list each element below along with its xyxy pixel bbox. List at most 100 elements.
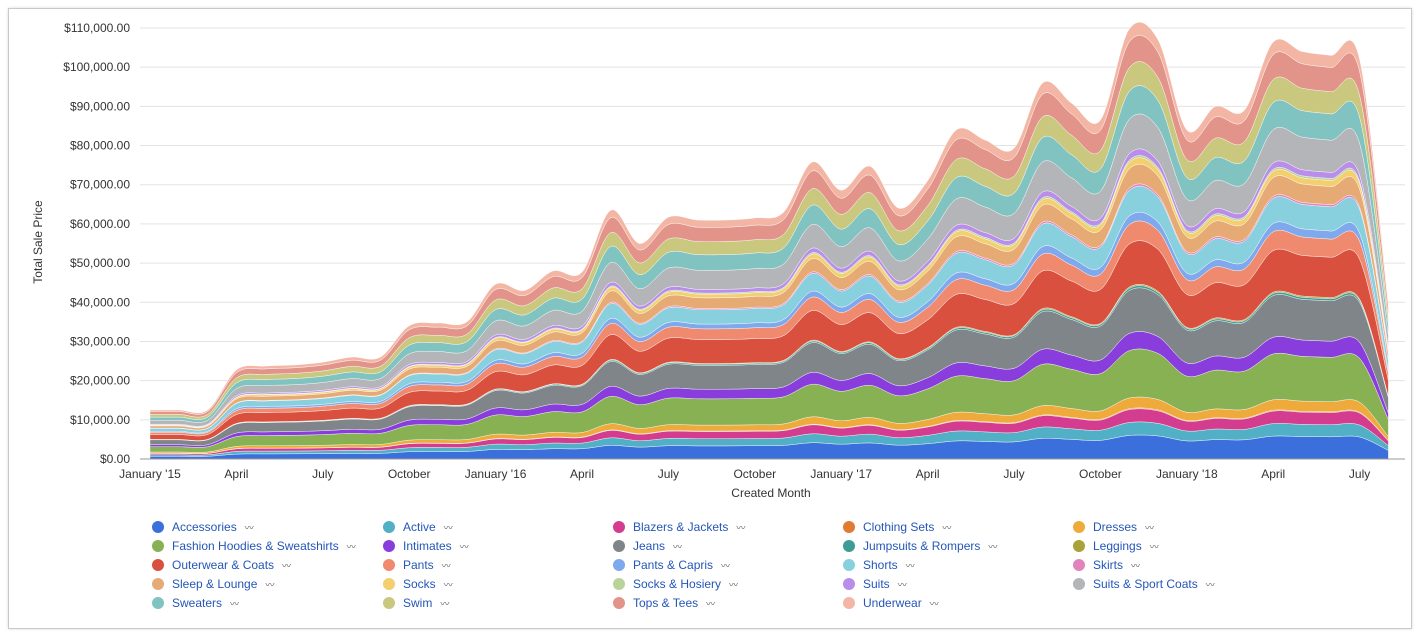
legend-item[interactable]: Swim 〰 [383,596,449,610]
x-tick-label: April [224,467,248,481]
y-tick-label: $70,000.00 [70,178,130,192]
legend-label: Leggings [1093,539,1142,553]
legend-item[interactable]: Pants 〰 [383,558,451,572]
legend-item[interactable]: Suits 〰 [843,577,907,591]
legend-label: Sleep & Lounge [172,577,258,591]
legend-item[interactable]: Fashion Hoodies & Sweatshirts 〰 [152,539,356,553]
legend-color-dot [383,521,395,533]
legend-item[interactable]: Socks 〰 [383,577,453,591]
legend-item[interactable]: Socks & Hosiery 〰 [613,577,738,591]
sparkline-icon[interactable]: 〰 [459,541,469,552]
x-tick-label: January '16 [465,467,527,481]
sparkline-icon[interactable]: 〰 [942,522,952,533]
legend-label: Active [403,520,436,534]
legend-item[interactable]: Sleep & Lounge 〰 [152,577,274,591]
sparkline-icon[interactable]: 〰 [346,541,356,552]
area-underwear[interactable] [149,22,1389,415]
y-tick-label: $0.00 [100,452,130,466]
legend-item[interactable]: Outerwear & Coats 〰 [152,558,291,572]
legend-color-dot [613,540,625,552]
legend-item[interactable]: Tops & Tees 〰 [613,596,715,610]
x-tick-label: January '15 [119,467,181,481]
legend-item[interactable]: Dresses 〰 [1073,520,1154,534]
legend-label: Clothing Sets [863,520,935,534]
legend-item[interactable]: Accessories 〰 [152,520,254,534]
legend-color-dot [152,578,164,590]
y-tick-label: $110,000.00 [64,21,130,35]
sparkline-icon[interactable]: 〰 [1131,560,1141,571]
sparkline-icon[interactable]: 〰 [706,598,716,609]
sparkline-icon[interactable]: 〰 [244,522,254,533]
y-axis-title: Total Sale Price [31,200,45,284]
legend-label: Accessories [172,520,237,534]
legend-item[interactable]: Jeans 〰 [613,539,682,553]
legend-item[interactable]: Intimates 〰 [383,539,469,553]
legend-item[interactable]: Sweaters 〰 [152,596,239,610]
legend-item[interactable]: Suits & Sport Coats 〰 [1073,577,1215,591]
sparkline-icon[interactable]: 〰 [736,522,746,533]
sparkline-icon[interactable]: 〰 [929,598,939,609]
legend-label: Suits [863,577,890,591]
sparkline-icon[interactable]: 〰 [988,541,998,552]
sparkline-icon[interactable]: 〰 [673,541,683,552]
legend-item[interactable]: Pants & Capris 〰 [613,558,730,572]
x-tick-label: October [733,467,776,481]
legend-item[interactable]: Clothing Sets 〰 [843,520,951,534]
legend-color-dot [1073,521,1085,533]
legend-label: Dresses [1093,520,1138,534]
legend-label: Fashion Hoodies & Sweatshirts [172,539,339,553]
sparkline-icon[interactable]: 〰 [282,560,292,571]
x-axis-title: Created Month [731,486,810,500]
legend-item[interactable]: Blazers & Jackets 〰 [613,520,745,534]
y-tick-label: $80,000.00 [70,139,130,153]
x-tick-label: January '17 [810,467,872,481]
sparkline-icon[interactable]: 〰 [897,579,907,590]
legend-item[interactable]: Shorts 〰 [843,558,915,572]
sparkline-icon[interactable]: 〰 [265,579,275,590]
legend-color-dot [383,578,395,590]
legend-label: Intimates [403,539,452,553]
sparkline-icon[interactable]: 〰 [721,560,731,571]
legend-label: Outerwear & Coats [172,558,275,572]
y-tick-label: $90,000.00 [70,99,130,113]
legend-label: Blazers & Jackets [633,520,729,534]
legend-label: Pants [403,558,434,572]
legend-item[interactable]: Leggings 〰 [1073,539,1159,553]
legend-item[interactable]: Skirts 〰 [1073,558,1140,572]
legend-color-dot [843,597,855,609]
legend-label: Sweaters [172,596,223,610]
sparkline-icon[interactable]: 〰 [1145,522,1155,533]
legend-color-dot [843,521,855,533]
legend-label: Jeans [633,539,666,553]
sparkline-icon[interactable]: 〰 [905,560,915,571]
legend-color-dot [1073,540,1085,552]
x-tick-label: July [1003,467,1024,481]
y-tick-label: $30,000.00 [70,334,130,348]
legend-color-dot [613,578,625,590]
sparkline-icon[interactable]: 〰 [443,579,453,590]
x-tick-label: October [1079,467,1122,481]
y-tick-label: $40,000.00 [70,295,130,309]
sparkline-icon[interactable]: 〰 [1149,541,1159,552]
y-tick-label: $20,000.00 [70,374,130,388]
sparkline-icon[interactable]: 〰 [441,560,451,571]
x-tick-label: July [1349,467,1370,481]
sparkline-icon[interactable]: 〰 [443,522,453,533]
legend-label: Tops & Tees [633,596,699,610]
legend-item[interactable]: Underwear 〰 [843,596,939,610]
legend-label: Suits & Sport Coats [1093,577,1198,591]
legend-color-dot [613,521,625,533]
sparkline-icon[interactable]: 〰 [1205,579,1215,590]
legend-label: Shorts [863,558,898,572]
sparkline-icon[interactable]: 〰 [729,579,739,590]
legend-color-dot [383,597,395,609]
legend-item[interactable]: Active 〰 [383,520,453,534]
y-tick-label: $50,000.00 [70,256,130,270]
sparkline-icon[interactable]: 〰 [230,598,240,609]
legend-color-dot [1073,578,1085,590]
legend-item[interactable]: Jumpsuits & Rompers 〰 [843,539,997,553]
legend-label: Swim [403,596,433,610]
y-axis-ticks: $0.00 $10,000.00 $20,000.00 $30,000.00 $40,0… [63,21,130,466]
sparkline-icon[interactable]: 〰 [440,598,450,609]
